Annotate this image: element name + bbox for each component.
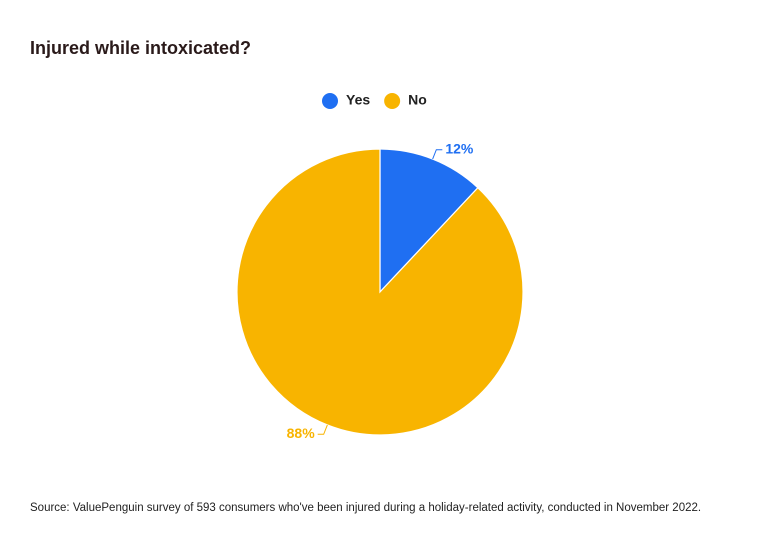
legend-label: Yes bbox=[346, 92, 370, 108]
legend-label: No bbox=[408, 92, 427, 108]
leader-line bbox=[317, 424, 328, 435]
legend-swatch bbox=[322, 93, 338, 109]
pie-slice bbox=[236, 148, 524, 436]
legend-swatch bbox=[384, 93, 401, 109]
source-note: Source: ValuePenguin survey of 593 consu… bbox=[30, 502, 701, 514]
leader-line bbox=[432, 149, 443, 160]
pie-slice bbox=[379, 148, 479, 294]
data-label: 12% bbox=[445, 140, 474, 156]
data-label: 88% bbox=[287, 425, 316, 441]
chart-title: Injured while intoxicated? bbox=[30, 38, 251, 58]
